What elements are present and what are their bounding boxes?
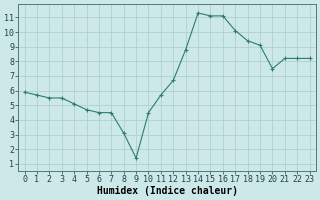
X-axis label: Humidex (Indice chaleur): Humidex (Indice chaleur) bbox=[97, 186, 237, 196]
